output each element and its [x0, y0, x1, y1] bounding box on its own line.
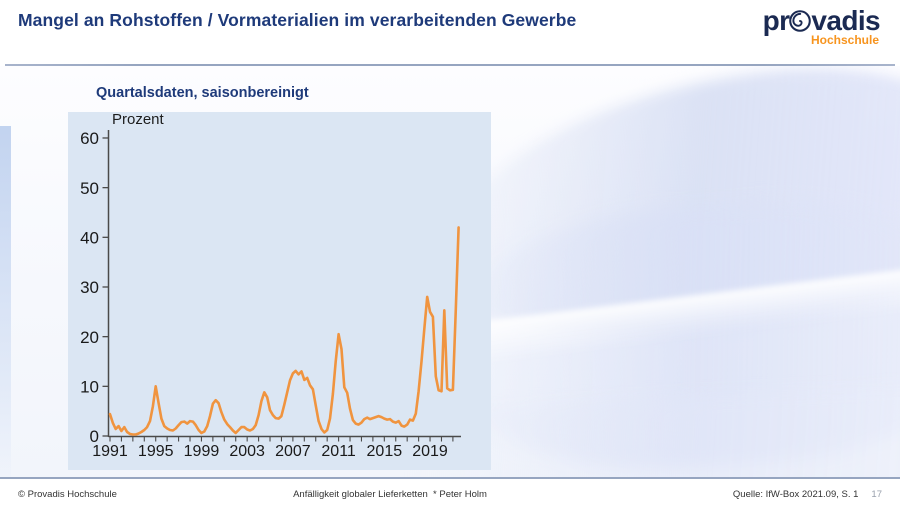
chart-heading: Quartalsdaten, saisonbereinigt	[96, 85, 309, 101]
page-title: Mangel an Rohstoffen / Vormaterialien im…	[18, 10, 577, 30]
footer-subject: Anfälligkeit globaler Lieferketten * Pet…	[293, 489, 487, 500]
provadis-logo: pr vadis Hochschule	[762, 5, 881, 48]
footer-right: Quelle: IfW-Box 2021.09, S. 1 17	[733, 489, 882, 500]
footer-copyright: © Provadis Hochschule	[18, 489, 117, 500]
y-axis-unit-label: Prozent	[112, 111, 164, 128]
wordmark-part1: pr	[762, 5, 790, 36]
wordmark-part2: vadis	[811, 5, 880, 36]
chart-panel	[68, 112, 491, 470]
footer-divider	[0, 477, 900, 479]
page-number: 17	[871, 489, 882, 500]
provadis-wordmark: pr vadis	[762, 5, 881, 36]
header-divider	[5, 64, 895, 66]
footer-source: Quelle: IfW-Box 2021.09, S. 1	[732, 489, 859, 500]
spiral-o-icon	[788, 9, 812, 33]
logo-subtitle: Hochschule	[810, 33, 879, 47]
left-edge-band	[0, 126, 11, 477]
